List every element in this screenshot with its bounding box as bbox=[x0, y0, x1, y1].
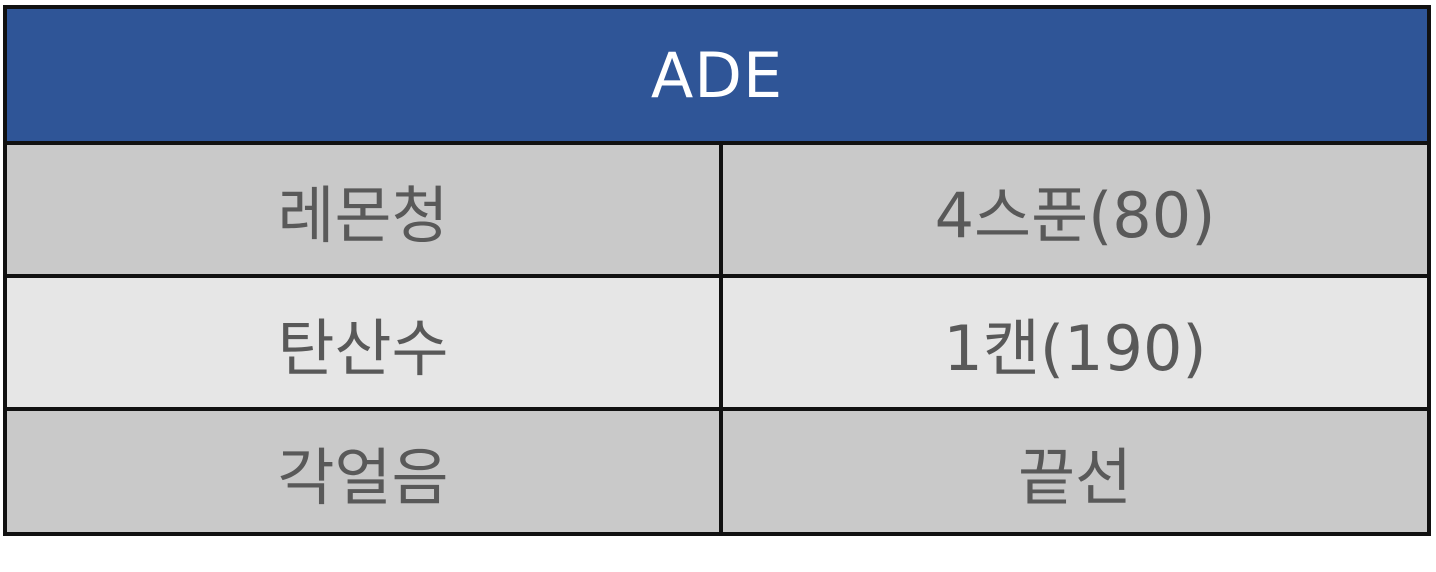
amount-cell: 끝선 bbox=[723, 411, 1427, 532]
ingredient-cell: 각얼음 bbox=[7, 411, 719, 532]
table-title: ADE bbox=[7, 9, 1427, 141]
ingredient-cell: 탄산수 bbox=[7, 278, 719, 407]
recipe-table: ADE 레몬청 4스푼(80) 탄산수 1캔(190) 각얼음 끝선 bbox=[3, 5, 1431, 536]
ingredient-cell: 레몬청 bbox=[7, 145, 719, 274]
amount-cell: 1캔(190) bbox=[723, 278, 1427, 407]
amount-cell: 4스푼(80) bbox=[723, 145, 1427, 274]
